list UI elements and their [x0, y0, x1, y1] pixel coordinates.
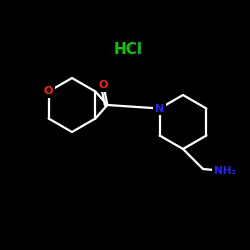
Text: NH₂: NH₂ [214, 166, 236, 176]
Text: HCl: HCl [114, 42, 142, 58]
Text: N: N [155, 104, 164, 114]
Text: O: O [99, 80, 108, 90]
Text: O: O [44, 86, 53, 97]
